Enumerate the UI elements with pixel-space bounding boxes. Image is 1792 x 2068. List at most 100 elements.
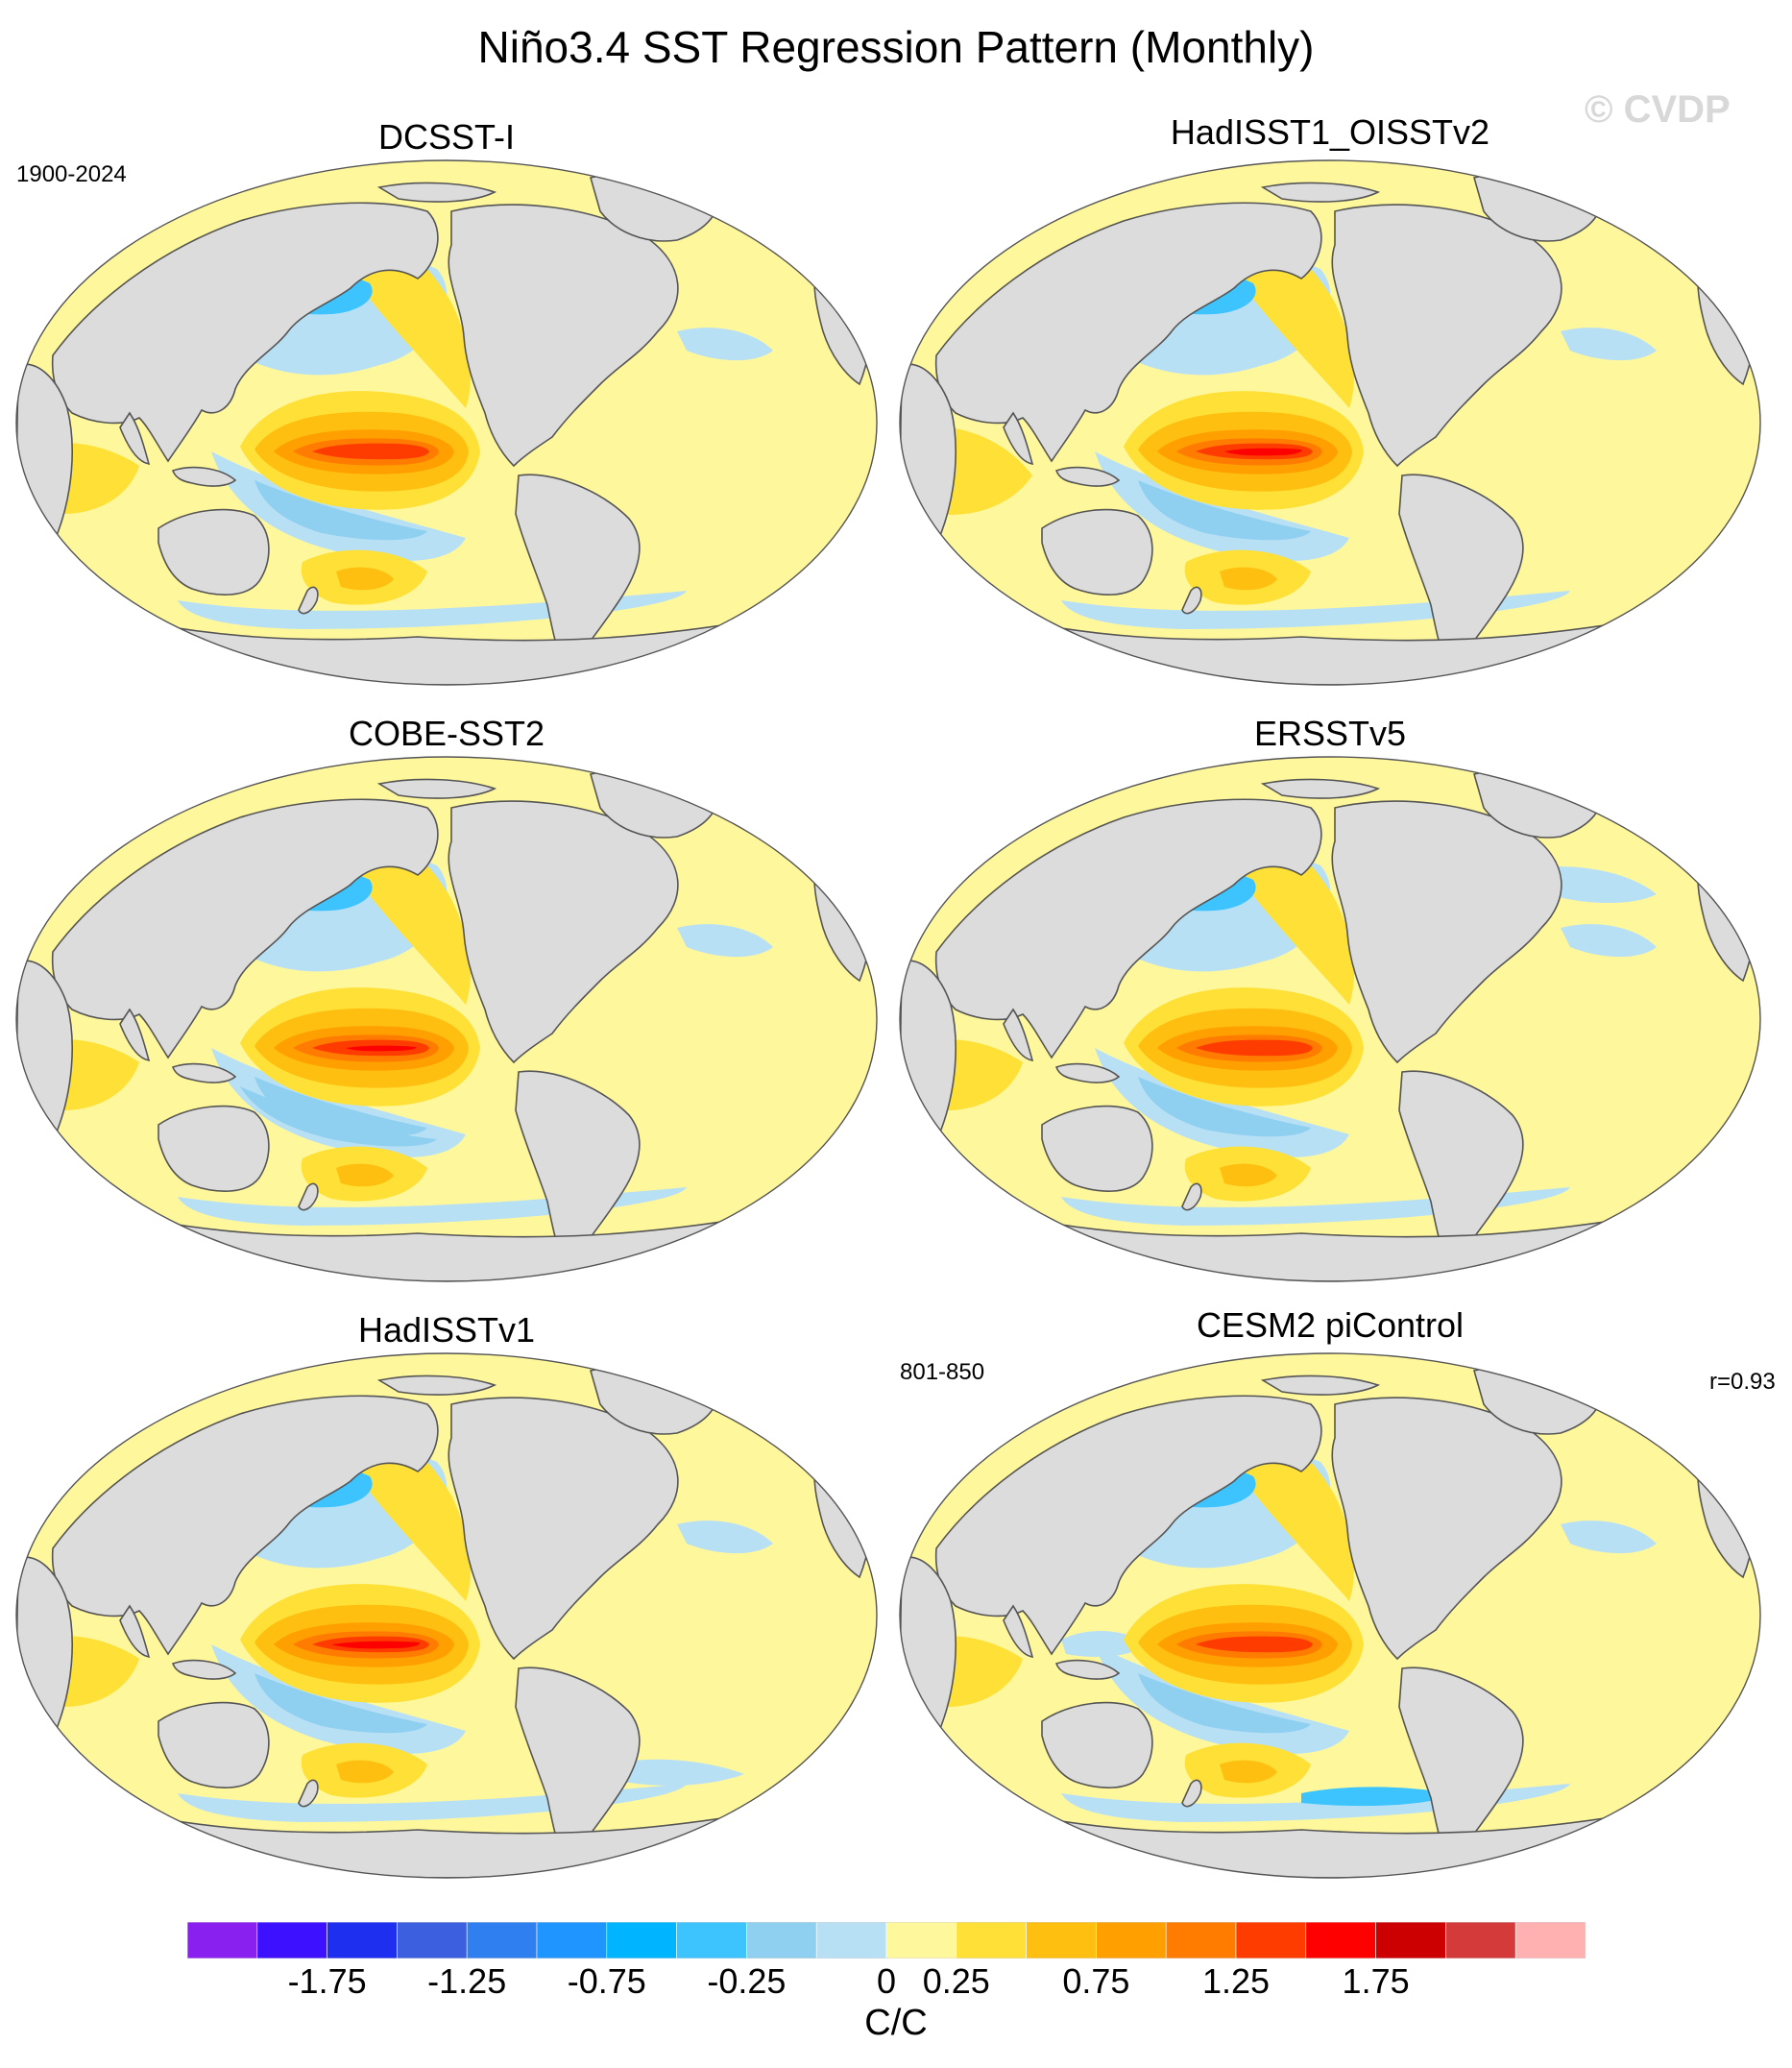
colorbar-swatch	[327, 1922, 398, 1959]
sst-contour-enso-tongue-peak	[346, 1045, 417, 1052]
colorbar-swatch	[676, 1922, 747, 1959]
map-border	[15, 159, 878, 686]
map-border	[899, 756, 1761, 1282]
land-new-zealand	[298, 1779, 319, 1808]
land-maritime-islands	[1054, 1062, 1121, 1083]
colorbar-swatch	[606, 1922, 677, 1959]
colorbar-swatch	[1235, 1922, 1307, 1959]
land-arctic-islands	[1260, 778, 1381, 799]
sst-contour-southern-ocean-cool-band	[178, 1784, 687, 1822]
land-arctic-islands	[1260, 1375, 1381, 1396]
land-australia	[1041, 1701, 1153, 1788]
sst-contour-south-pacific-warm-core	[1220, 1760, 1277, 1784]
land-asia	[51, 1395, 439, 1656]
map-cesm2-picontrol	[899, 1352, 1761, 1879]
map-border	[899, 1352, 1761, 1879]
sst-contour-south-pacific-warm-core	[336, 1760, 394, 1784]
period-label-model: 801-850	[900, 1359, 985, 1385]
land-asia	[934, 798, 1322, 1059]
colorbar-swatch	[1445, 1922, 1516, 1959]
land-maritime-islands	[1054, 1659, 1121, 1680]
land-india	[119, 411, 151, 465]
colorbar-swatch	[466, 1922, 538, 1959]
land-india	[119, 1008, 151, 1061]
sst-contour-atlantic-cool-patch	[1561, 328, 1657, 361]
land-maritime-islands	[171, 1659, 237, 1680]
colorbar-swatch	[397, 1922, 468, 1959]
land-arctic-islands	[376, 182, 497, 203]
colorbar	[187, 1922, 1586, 1959]
land-arctic-islands	[376, 778, 497, 799]
colorbar-tick-label: 0	[876, 1961, 897, 2001]
map-ersstv5	[899, 756, 1761, 1282]
panel-title-dcsst: DCSST-I	[377, 117, 515, 157]
colorbar-swatch	[187, 1922, 258, 1959]
land-new-zealand	[298, 586, 319, 615]
sst-contour-enso-tongue-inner	[1196, 1636, 1313, 1653]
period-label-observations: 1900-2024	[16, 161, 127, 187]
sst-contour-south-pacific-warm-core	[336, 1163, 394, 1187]
cvdp-watermark: © CVDP	[1585, 88, 1731, 131]
sst-contour-southern-ocean-cool-band	[178, 1187, 687, 1226]
colorbar-swatch	[1305, 1922, 1376, 1959]
land-australia	[1041, 1105, 1153, 1192]
sst-contour-atlantic-cool-patch	[1561, 924, 1657, 958]
sst-contour-enso-tongue-inner	[1196, 1039, 1313, 1057]
sst-contour-atlantic-cool-patch	[677, 1521, 773, 1554]
colorbar-swatch	[1026, 1922, 1097, 1959]
pattern-correlation-label: r=0.93	[1709, 1369, 1776, 1395]
sst-contour-sw-pacific-cool-core	[254, 1673, 427, 1734]
land-india	[1003, 1604, 1034, 1658]
panel-title-hadisst1-oisstv2: HadISST1_OISSTv2	[1170, 112, 1490, 152]
panel-title-ersstv5: ERSSTv5	[1253, 714, 1407, 753]
land-new-zealand	[298, 1182, 319, 1211]
map-hadisst1-oisstv2	[899, 159, 1761, 686]
sst-contour-atlantic-cool-patch	[677, 924, 773, 958]
sst-contour-sw-pacific-cool-core	[1138, 480, 1311, 541]
sst-contour-south-atlantic-cool-extra	[610, 1759, 744, 1786]
sst-contour-sw-pacific-cool-core	[1138, 1673, 1311, 1734]
colorbar-tick-label: 1.25	[1201, 1961, 1271, 2001]
colorbar-swatch	[746, 1922, 817, 1959]
map-dcsst	[15, 159, 878, 686]
colorbar-tick-label: 0.25	[922, 1961, 990, 2001]
sst-contour-south-pacific-warm-core	[1220, 567, 1277, 591]
land-new-zealand	[1181, 1779, 1202, 1808]
sst-contour-southern-ocean-cool-band	[1061, 591, 1570, 629]
land-arctic-islands	[376, 1375, 497, 1396]
colorbar-swatch	[1096, 1922, 1167, 1959]
sst-contour-south-pacific-cool-extra	[240, 1086, 437, 1147]
land-south-america	[515, 474, 641, 674]
sst-contour-southern-ocean-cool-extra	[1301, 1787, 1455, 1807]
sst-contour-enso-tongue-peak	[1224, 448, 1302, 456]
sst-contour-enso-tongue-inner	[312, 443, 429, 460]
colorbar-swatch	[1514, 1922, 1586, 1959]
land-south-america	[515, 1667, 641, 1867]
land-australia	[157, 1701, 270, 1788]
sst-contour-south-pacific-warm-core	[1220, 1163, 1277, 1187]
colorbar-tick-label: -0.25	[707, 1961, 787, 2001]
colorbar-swatch	[256, 1922, 327, 1959]
sst-contour-sw-pacific-cool-core	[254, 480, 427, 541]
panel-title-cobe-sst2: COBE-SST2	[348, 714, 545, 753]
colorbar-tick-label: -1.25	[427, 1961, 507, 2001]
colorbar-swatch	[1165, 1922, 1237, 1959]
sst-contour-atlantic-cool-patch	[677, 328, 773, 361]
sst-contour-southern-ocean-cool-band	[1061, 1187, 1570, 1226]
colorbar-tick-label: -1.75	[287, 1961, 367, 2001]
colorbar-swatch	[1375, 1922, 1446, 1959]
panel-title-hadisstv1: HadISSTv1	[357, 1310, 536, 1350]
land-asia	[51, 202, 439, 463]
land-india	[1003, 411, 1034, 465]
map-border	[15, 1352, 878, 1879]
land-maritime-islands	[1054, 466, 1121, 487]
colorbar-swatch	[956, 1922, 1027, 1959]
land-australia	[157, 508, 270, 596]
land-australia	[157, 1105, 270, 1192]
sst-contour-southern-ocean-cool-band	[178, 591, 687, 629]
land-new-zealand	[1181, 1182, 1202, 1211]
map-hadisstv1	[15, 1352, 878, 1879]
land-arctic-islands	[1260, 182, 1381, 203]
land-south-america	[1398, 1070, 1524, 1271]
land-asia	[51, 798, 439, 1059]
